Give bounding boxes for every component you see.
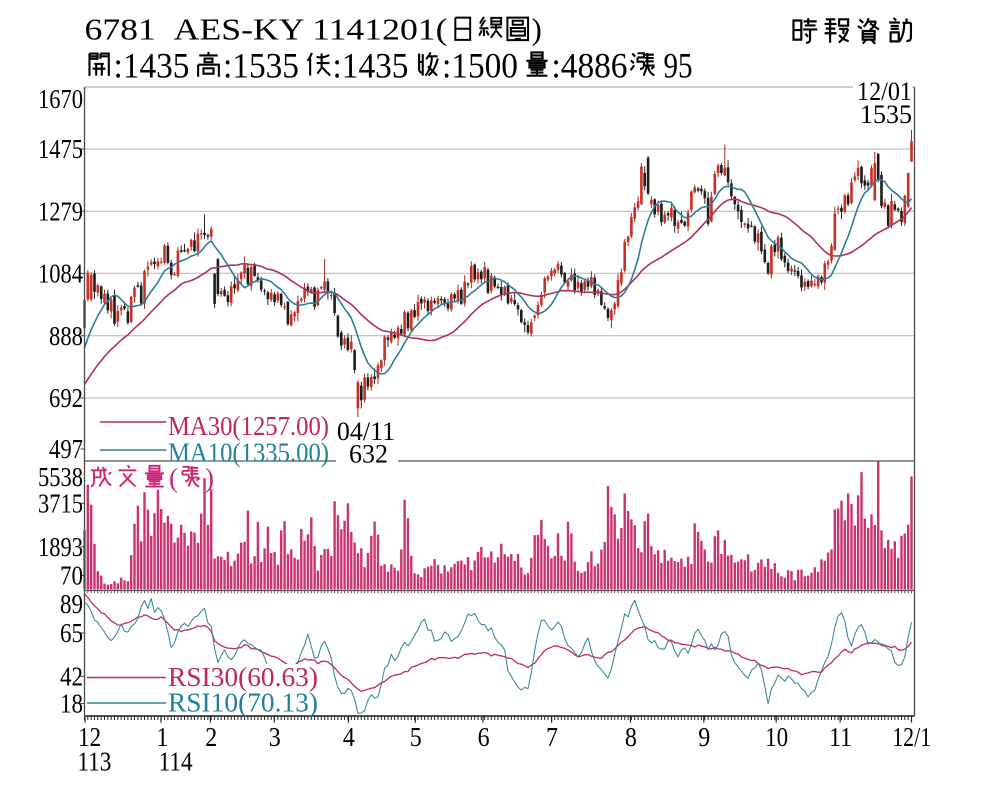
svg-text:1535: 1535 bbox=[860, 100, 912, 129]
svg-text:1475: 1475 bbox=[38, 134, 83, 164]
svg-text:3: 3 bbox=[269, 722, 281, 752]
svg-text::1535: :1535 bbox=[223, 46, 299, 86]
svg-text:42: 42 bbox=[60, 662, 83, 692]
svg-text:2: 2 bbox=[205, 722, 217, 752]
svg-text:113: 113 bbox=[77, 747, 111, 777]
svg-text:632: 632 bbox=[349, 440, 388, 469]
svg-text:12: 12 bbox=[78, 722, 101, 752]
svg-text:RSI10(70.13): RSI10(70.13) bbox=[168, 688, 318, 718]
svg-text:10: 10 bbox=[765, 722, 788, 752]
svg-text:9: 9 bbox=[698, 722, 710, 752]
svg-text:1893: 1893 bbox=[38, 532, 83, 562]
svg-text:70: 70 bbox=[60, 561, 83, 591]
svg-text:1: 1 bbox=[156, 722, 168, 752]
svg-text:95: 95 bbox=[664, 46, 693, 86]
svg-text:MA30(1257.00): MA30(1257.00) bbox=[168, 411, 329, 441]
svg-text::4886: :4886 bbox=[552, 46, 628, 86]
svg-text:04/11: 04/11 bbox=[337, 417, 395, 446]
svg-text:888: 888 bbox=[49, 321, 83, 351]
svg-text:89: 89 bbox=[60, 589, 83, 619]
svg-text:692: 692 bbox=[49, 383, 83, 413]
svg-text:6781 AES-KY 1141201(: 6781 AES-KY 1141201( bbox=[85, 12, 448, 47]
svg-text:12/01: 12/01 bbox=[857, 77, 912, 106]
svg-text::1435: :1435 bbox=[333, 46, 409, 86]
svg-text:): ) bbox=[205, 463, 214, 493]
svg-text:3715: 3715 bbox=[38, 489, 83, 519]
svg-text:(: ( bbox=[169, 463, 178, 493]
svg-text:18: 18 bbox=[60, 689, 83, 719]
svg-text:1084: 1084 bbox=[38, 259, 83, 289]
svg-text:7: 7 bbox=[546, 722, 558, 752]
svg-text:5538: 5538 bbox=[38, 462, 83, 492]
svg-text:): ) bbox=[532, 12, 542, 47]
svg-text:4: 4 bbox=[343, 722, 355, 752]
svg-text:497: 497 bbox=[49, 434, 83, 464]
svg-text:12/1: 12/1 bbox=[892, 722, 931, 752]
svg-text:1670: 1670 bbox=[38, 84, 83, 114]
svg-text:MA10(1335.00): MA10(1335.00) bbox=[168, 438, 329, 468]
svg-text:6: 6 bbox=[478, 722, 490, 752]
svg-text:8: 8 bbox=[625, 722, 637, 752]
svg-text::1435: :1435 bbox=[114, 46, 190, 86]
svg-text:1279: 1279 bbox=[38, 197, 83, 227]
svg-text:65: 65 bbox=[60, 618, 83, 648]
svg-text:5: 5 bbox=[410, 722, 422, 752]
svg-text::1500: :1500 bbox=[442, 46, 518, 86]
svg-text:11: 11 bbox=[829, 722, 852, 752]
svg-text:RSI30(60.63): RSI30(60.63) bbox=[168, 662, 318, 692]
svg-text:114: 114 bbox=[159, 747, 193, 777]
